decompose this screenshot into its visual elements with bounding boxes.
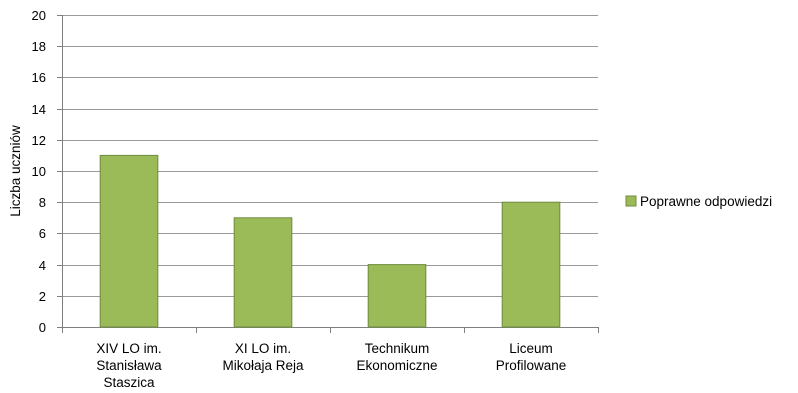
x-tick-label: Profilowane <box>496 358 567 373</box>
x-tick-label: XIV LO im. <box>96 341 161 356</box>
labels: 0 2 4 6 8 10 12 14 16 18 20 XIV LO im. Stanisława Sta… <box>32 8 567 390</box>
y-tick-label: 18 <box>32 39 46 54</box>
x-tick-label: Technikum <box>365 341 430 356</box>
y-tick-label: 8 <box>39 195 46 210</box>
x-tick-label: Mikołaja Reja <box>222 358 304 373</box>
legend-swatch <box>625 195 637 207</box>
y-tick-label: 10 <box>32 164 46 179</box>
y-axis-title: Liczba uczniów <box>8 125 23 217</box>
y-tick-label: 14 <box>32 102 46 117</box>
x-tick-label: Liceum <box>509 341 553 356</box>
x-tick-label: Ekonomiczne <box>356 358 437 373</box>
bar <box>367 264 427 328</box>
x-tick-label: Staszica <box>103 375 155 390</box>
y-tick-label: 6 <box>39 226 46 241</box>
y-tick-label: 20 <box>32 8 46 23</box>
bar <box>99 154 159 328</box>
y-tick-label: 12 <box>32 133 46 148</box>
y-tick-label: 4 <box>39 258 46 273</box>
y-tick-label: 16 <box>32 70 46 85</box>
bars <box>99 154 561 328</box>
x-tick-label: Stanisława <box>96 358 162 373</box>
legend-label: Poprawne odpowiedzi <box>640 194 772 209</box>
x-tick-label: XI LO im. <box>235 341 291 356</box>
legend: Poprawne odpowiedzi <box>625 194 772 209</box>
y-tick-label: 0 <box>39 320 46 335</box>
bar <box>233 217 293 328</box>
bar <box>501 201 561 328</box>
y-tick-label: 2 <box>39 289 46 304</box>
